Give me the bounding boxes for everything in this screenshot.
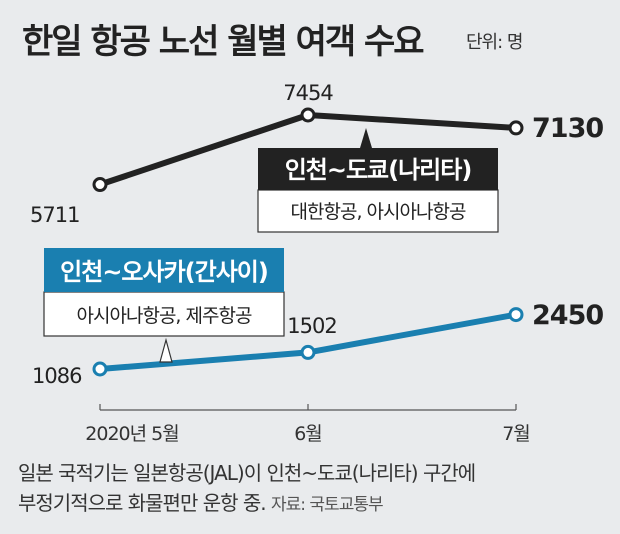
legend-header (44, 248, 284, 292)
data-point (300, 107, 316, 123)
legend-callout-osaka: 인천~오사카(간사이) 아시아나항공, 제주항공 (43, 248, 285, 363)
legend-tokyo-name: 인천~도쿄(나리타) (285, 156, 472, 184)
data-label: 1086 (32, 364, 82, 388)
legend-box (257, 189, 499, 233)
page-title: 한일 항공 노선 월별 여객 수요 (22, 22, 425, 62)
unit-label: 단위: 명 (466, 32, 523, 53)
data-point (508, 307, 524, 323)
legend-pointer (159, 337, 173, 363)
footnote: 일본 국적기는 일본항공(JAL)이 인천~도쿄(나리타) 구간에 부정기적으로… (18, 458, 608, 520)
footnote-line-2: 부정기적으로 화물편만 운항 중. 자료: 국토교통부 (18, 488, 608, 520)
data-point (300, 344, 316, 360)
data-point (508, 120, 524, 136)
data-label: 7130 (532, 113, 603, 144)
legend-osaka-name: 인천~오사카(간사이) (60, 258, 268, 286)
footnote-line-2-text: 부정기적으로 화물편만 운항 중. (18, 491, 267, 515)
legend-pointer (360, 128, 372, 148)
legend-tokyo-airlines: 대한항공, 아시아나항공 (291, 201, 466, 223)
footnote-line-1: 일본 국적기는 일본항공(JAL)이 인천~도쿄(나리타) 구간에 (18, 461, 476, 485)
data-point (92, 177, 108, 193)
x-tick-label: 2020년 5월 (85, 423, 178, 445)
data-point (92, 361, 108, 377)
data-label: 2450 (532, 300, 603, 331)
line-chart: 2020년 5월 6월 7월 5711 7454 7130 1086 1502 2450 인천… (30, 81, 604, 445)
source-label: 자료: 국토교통부 (271, 495, 384, 515)
legend-callout-tokyo: 인천~도쿄(나리타) 대한항공, 아시아나항공 (257, 128, 499, 233)
data-label: 7454 (283, 81, 333, 105)
legend-header (258, 148, 498, 190)
x-tick-label: 7월 (502, 423, 530, 445)
x-tick-label: 6월 (294, 423, 322, 445)
legend-osaka-airlines: 아시아나항공, 제주항공 (77, 305, 252, 327)
data-label: 5711 (30, 203, 79, 227)
data-label: 1502 (287, 314, 336, 338)
